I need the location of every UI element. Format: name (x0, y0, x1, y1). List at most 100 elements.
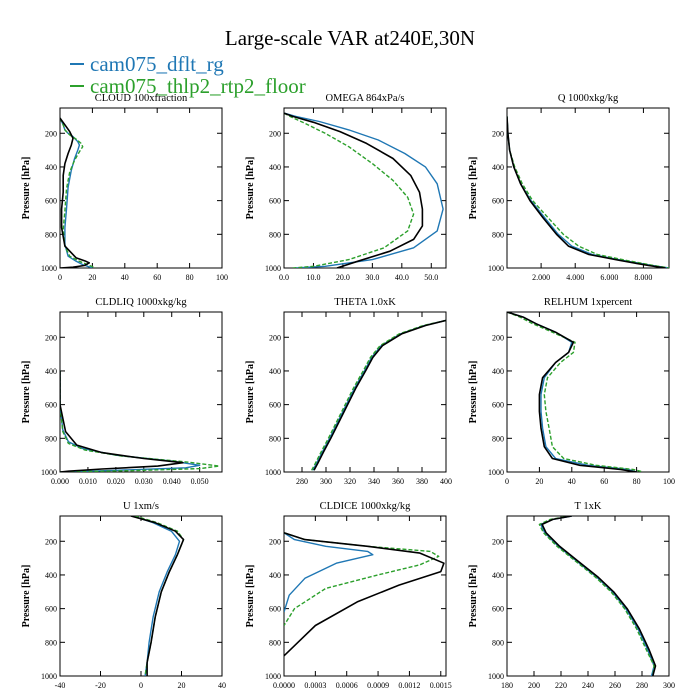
y-tick-label: 200 (492, 129, 504, 138)
x-tick-label: 240 (582, 681, 594, 690)
x-tick-label: 360 (392, 477, 404, 486)
panel-frame (283, 107, 447, 269)
x-tick-label: 0.030 (135, 477, 153, 486)
y-tick-label: 800 (492, 230, 504, 239)
y-axis-label: Pressure [hPa] (245, 361, 256, 424)
x-tick-label: 60 (600, 477, 608, 486)
x-tick-label: 280 (296, 477, 308, 486)
y-tick-label: 800 (492, 638, 504, 647)
panel-title: CLDLIQ 1000xkg/kg (95, 297, 187, 308)
y-tick-label: 400 (45, 163, 57, 172)
x-tick-label: 0.0000 (273, 681, 295, 690)
y-tick-label: 600 (492, 197, 504, 206)
x-tick-label: 80 (186, 273, 194, 282)
legend-swatch-thlp2 (70, 85, 84, 88)
y-tick-label: 200 (269, 537, 281, 546)
x-tick-label: -20 (95, 681, 106, 690)
series-line-thlp2 (507, 312, 644, 472)
x-tick-label: 280 (636, 681, 648, 690)
panel-3: Q 1000xkg/kg Pressure [hPa] 200 400 600 800 10… (468, 93, 670, 282)
panel-title: T 1xK (575, 501, 602, 512)
y-tick-label: 800 (45, 230, 57, 239)
y-axis-label: Pressure [hPa] (245, 565, 256, 628)
series-line-thlp2 (134, 516, 185, 676)
y-tick-label: 400 (492, 367, 504, 376)
x-tick-label: 50.0 (424, 273, 438, 282)
series-line-thlp2 (310, 319, 446, 471)
x-tick-label: 40 (121, 273, 129, 282)
series-line-obs (284, 532, 445, 657)
series-line-dflt (284, 532, 374, 613)
y-tick-label: 400 (45, 571, 57, 580)
y-tick-label: 400 (269, 367, 281, 376)
series-line-dflt (284, 112, 444, 268)
y-tick-label: 600 (269, 197, 281, 206)
x-tick-label: 220 (555, 681, 567, 690)
legend-swatch-dflt (70, 63, 84, 66)
y-tick-label: 800 (269, 638, 281, 647)
x-tick-label: 340 (368, 477, 380, 486)
series-line-dflt (132, 516, 181, 676)
panel-title: THETA 1.0xK (334, 297, 396, 308)
panel-frame (506, 515, 670, 677)
y-tick-label: 400 (269, 571, 281, 580)
y-tick-label: 600 (269, 401, 281, 410)
series-line-obs (284, 112, 424, 268)
panel-title: CLDICE 1000xkg/kg (320, 501, 411, 512)
x-tick-label: 0.0012 (398, 681, 420, 690)
panel-title: Q 1000xkg/kg (558, 93, 619, 104)
panel-frame (59, 107, 223, 269)
y-tick-label: 1000 (41, 672, 57, 681)
panel-frame (506, 107, 670, 269)
x-tick-label: 0 (58, 273, 62, 282)
series-line-obs (507, 312, 637, 472)
y-tick-label: 600 (45, 401, 57, 410)
y-tick-label: 1000 (488, 264, 504, 273)
panel-title: CLOUD 100xfraction (95, 93, 188, 104)
y-tick-label: 600 (45, 197, 57, 206)
x-tick-label: 300 (320, 477, 332, 486)
x-tick-label: 40 (568, 477, 576, 486)
x-tick-label: 200 (528, 681, 540, 690)
x-tick-label: 20 (88, 273, 96, 282)
x-tick-label: 0.050 (191, 477, 209, 486)
x-tick-label: 6.000 (600, 273, 618, 282)
x-tick-label: 180 (501, 681, 513, 690)
panel-frame (506, 311, 670, 473)
x-tick-label: 100 (216, 273, 228, 282)
panel-frame (283, 311, 447, 473)
y-tick-label: 800 (492, 434, 504, 443)
x-tick-label: 0.0006 (336, 681, 358, 690)
y-tick-label: 1000 (488, 468, 504, 477)
legend-entry-dflt: cam075_dflt_rg (70, 52, 224, 77)
x-tick-label: 0.0 (279, 273, 289, 282)
x-tick-label: 0 (505, 477, 509, 486)
series-line-dflt (540, 516, 655, 676)
panel-title: OMEGA 864xPa/s (325, 93, 404, 104)
y-axis-label: Pressure [hPa] (468, 565, 479, 628)
y-tick-label: 200 (492, 537, 504, 546)
y-axis-label: Pressure [hPa] (468, 157, 479, 220)
y-tick-label: 200 (269, 129, 281, 138)
y-tick-label: 600 (492, 605, 504, 614)
x-tick-label: -40 (55, 681, 66, 690)
series-line-thlp2 (507, 116, 669, 268)
panel-frame (283, 515, 447, 677)
y-tick-label: 600 (45, 605, 57, 614)
y-tick-label: 200 (269, 333, 281, 342)
x-tick-label: 100 (663, 477, 675, 486)
y-tick-label: 800 (45, 434, 57, 443)
y-axis-label: Pressure [hPa] (21, 157, 32, 220)
y-tick-label: 1000 (41, 468, 57, 477)
panel-1: CLOUD 100xfraction Pressure [hPa] 20 0 400 60… (21, 93, 228, 282)
x-tick-label: 4.000 (566, 273, 584, 282)
legend-label-thlp2: cam075_thlp2_rtp2_floor (90, 74, 306, 98)
y-tick-label: 600 (269, 605, 281, 614)
x-tick-label: 320 (344, 477, 356, 486)
series-line-thlp2 (60, 370, 220, 472)
y-axis-label: Pressure [hPa] (21, 565, 32, 628)
x-tick-label: 8.000 (634, 273, 652, 282)
series-line-thlp2 (60, 117, 96, 268)
